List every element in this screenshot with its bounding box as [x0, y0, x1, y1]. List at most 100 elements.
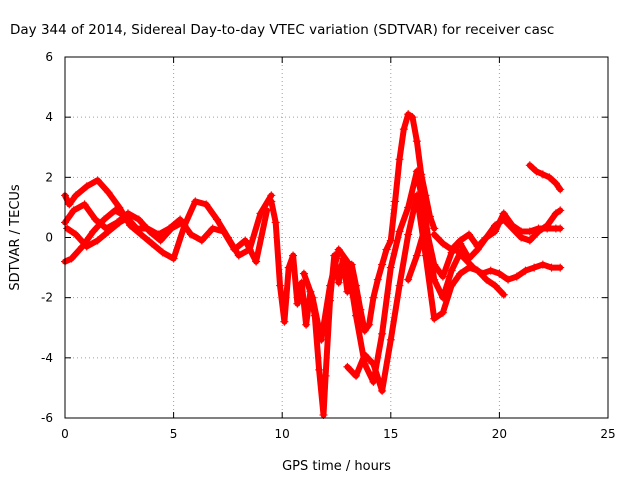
data-point: [451, 245, 460, 254]
data-point: [530, 263, 539, 272]
data-point: [430, 230, 439, 239]
data-point: [386, 236, 395, 245]
y-tick-label: 4: [45, 110, 53, 124]
data-point: [132, 224, 141, 233]
data-point: [252, 257, 261, 266]
data-point: [525, 161, 534, 170]
data-series: [63, 212, 135, 251]
data-point: [89, 227, 98, 236]
data-point: [230, 245, 239, 254]
data-point: [271, 218, 280, 227]
data-point: [317, 335, 326, 344]
data-point: [438, 239, 447, 248]
series-line: [62, 207, 270, 265]
series-line: [431, 207, 564, 253]
data-point: [71, 191, 80, 200]
data-point: [517, 233, 526, 242]
data-point: [241, 236, 250, 245]
data-point: [137, 230, 146, 239]
data-point: [93, 236, 102, 245]
data-point: [460, 254, 469, 263]
data-point: [378, 329, 387, 338]
data-point: [197, 236, 206, 245]
data-series: [430, 206, 565, 254]
data-point: [412, 167, 421, 176]
data-point: [334, 278, 343, 287]
data-point: [115, 218, 124, 227]
y-tick-label: 6: [45, 50, 53, 64]
data-point: [365, 320, 374, 329]
data-point: [234, 251, 243, 260]
data-point: [169, 254, 178, 263]
x-tick-label: 10: [275, 427, 290, 441]
y-tick-label: -4: [41, 351, 53, 365]
data-point: [543, 221, 552, 230]
data-point: [134, 215, 143, 224]
data-point: [167, 224, 176, 233]
data-point: [293, 299, 302, 308]
data-point: [343, 257, 352, 266]
data-point: [267, 197, 276, 206]
data-point: [382, 245, 391, 254]
data-point: [369, 359, 378, 368]
y-tick-label: -6: [41, 411, 53, 425]
data-point: [456, 236, 465, 245]
data-point: [447, 266, 456, 275]
data-point: [315, 365, 324, 374]
data-point: [82, 242, 91, 251]
data-point: [486, 266, 495, 275]
data-point: [373, 275, 382, 284]
data-point: [343, 362, 352, 371]
data-point: [469, 263, 478, 272]
data-point: [147, 239, 156, 248]
data-point: [93, 176, 102, 185]
data-point: [191, 197, 200, 206]
data-point: [104, 227, 113, 236]
data-point: [430, 314, 439, 323]
data-point: [491, 281, 500, 290]
data-point: [532, 167, 541, 176]
data-point: [178, 218, 187, 227]
data-point: [213, 215, 222, 224]
data-point: [156, 236, 165, 245]
data-point: [482, 275, 491, 284]
data-point: [386, 263, 395, 272]
data-point: [547, 263, 556, 272]
data-point: [412, 137, 421, 146]
data-point: [491, 221, 500, 230]
data-series: [267, 110, 439, 419]
data-point: [478, 269, 487, 278]
y-tick-label: 2: [45, 170, 53, 184]
data-point: [412, 191, 421, 200]
data-point: [404, 275, 413, 284]
data-point: [404, 110, 413, 119]
data-point: [378, 260, 387, 269]
data-point: [386, 335, 395, 344]
data-point: [545, 173, 554, 182]
data-point: [352, 311, 361, 320]
data-point: [219, 227, 228, 236]
data-point: [438, 272, 447, 281]
data-point: [551, 179, 560, 188]
data-point: [438, 308, 447, 317]
data-point: [521, 266, 530, 275]
x-tick-label: 20: [492, 427, 507, 441]
data-point: [534, 227, 543, 236]
data-point: [104, 188, 113, 197]
data-point: [482, 233, 491, 242]
data-point: [256, 209, 265, 218]
data-point: [65, 200, 74, 209]
data-point: [360, 326, 369, 335]
data-point: [284, 263, 293, 272]
data-point: [499, 215, 508, 224]
data-point: [399, 125, 408, 134]
series-line: [526, 162, 564, 193]
data-point: [334, 245, 343, 254]
x-tick-label: 15: [383, 427, 398, 441]
data-point: [473, 242, 482, 251]
data-point: [395, 281, 404, 290]
data-point: [69, 206, 78, 215]
data-point: [395, 227, 404, 236]
data-point: [551, 209, 560, 218]
data-point: [80, 200, 89, 209]
